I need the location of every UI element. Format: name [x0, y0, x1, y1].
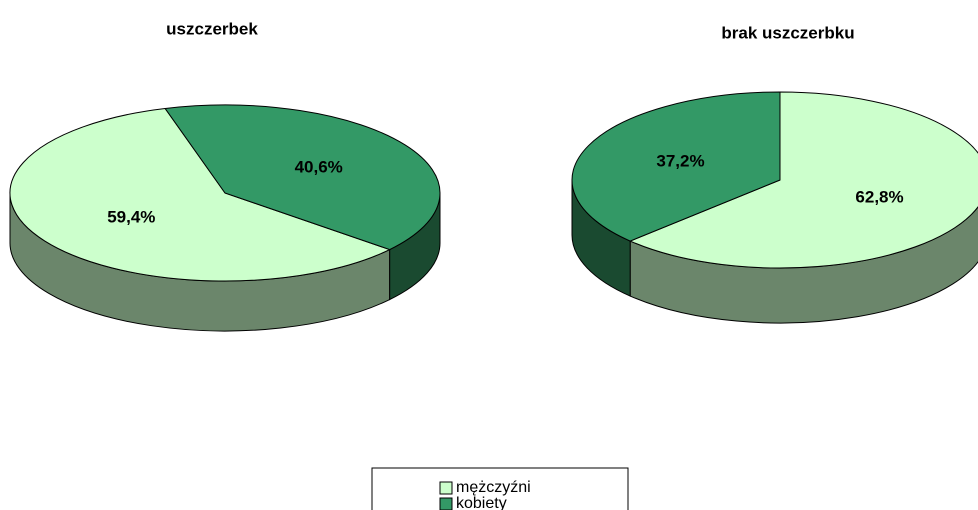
legend-label: mężczyźni: [456, 479, 531, 496]
value-label: 59,4%: [107, 207, 155, 226]
pie-slice: [628, 91, 978, 269]
pie-slice: [9, 107, 392, 282]
chart-title: brak uszczerbku: [721, 23, 854, 42]
value-label: 37,2%: [656, 152, 704, 171]
value-label: 40,6%: [295, 158, 343, 177]
legend-box: [371, 467, 629, 510]
pie-slice: [164, 104, 441, 251]
pie-slice: [571, 91, 781, 242]
legend-swatch: [439, 481, 453, 495]
legend-label: kobiety: [456, 495, 507, 510]
legend-swatch: [439, 497, 453, 510]
value-label: 62,8%: [855, 187, 903, 206]
chart-title: uszczerbek: [166, 19, 258, 38]
